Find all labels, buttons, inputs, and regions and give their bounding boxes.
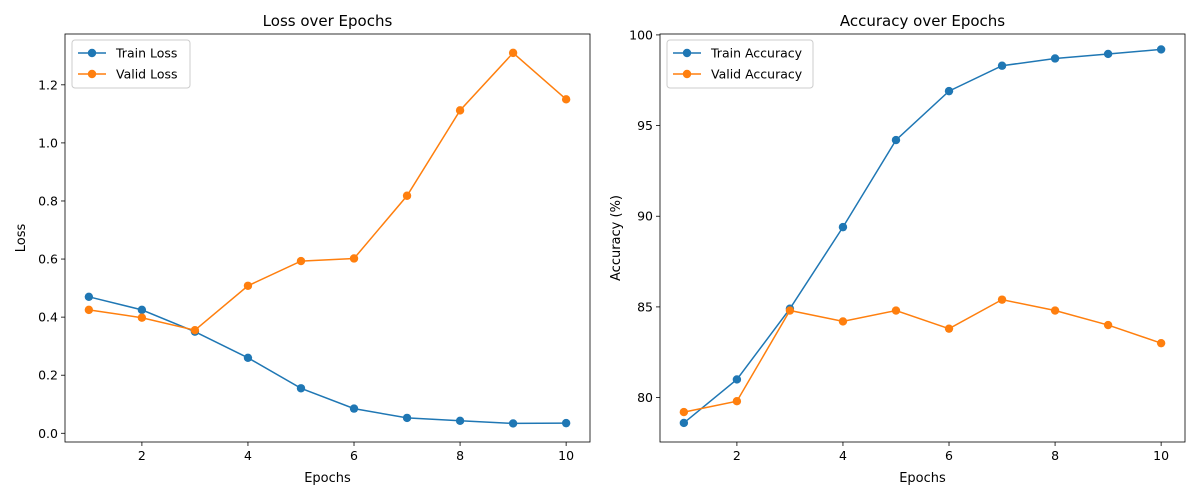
accuracy-legend-box: [666, 39, 814, 89]
loss-y-tick-label: 1.2: [38, 77, 58, 92]
accuracy-x-axis-label: Epochs: [899, 471, 946, 486]
valid-loss-point: [561, 95, 571, 104]
train-loss-point: [349, 404, 359, 413]
accuracy-chart-title: Accuracy over Epochs: [840, 12, 1005, 30]
train-loss-point: [137, 305, 147, 315]
loss-x-axis-label: Epochs: [304, 471, 351, 486]
loss-y-axis-label: Loss: [14, 224, 29, 253]
valid-accuracy-point: [1050, 306, 1060, 315]
valid-loss-point: [84, 305, 94, 315]
train-accuracy-point: [838, 222, 848, 232]
accuracy-plot-frame: [659, 33, 1186, 443]
valid-loss-point: [137, 313, 147, 322]
valid-accuracy-legend-label: Valid Accuracy: [711, 67, 803, 82]
valid-loss-point: [296, 256, 306, 266]
train-accuracy-point: [732, 375, 742, 384]
valid-loss-series-line: [88, 51, 567, 332]
valid-accuracy-series-line: [683, 298, 1162, 413]
valid-accuracy-point: [1103, 320, 1113, 330]
train-loss-point: [84, 292, 94, 302]
valid-accuracy-legend-marker: [682, 69, 692, 79]
train-accuracy-point: [1050, 54, 1060, 63]
accuracy-x-tick-label: 6: [945, 448, 953, 463]
train-loss-point: [561, 418, 571, 428]
valid-loss-point: [402, 191, 412, 200]
train-loss-point: [508, 419, 518, 428]
loss-chart-title: Loss over Epochs: [263, 12, 393, 30]
train-accuracy-point: [1103, 49, 1113, 59]
accuracy-y-tick-label: 85: [637, 299, 653, 314]
train-accuracy-point: [1156, 45, 1166, 54]
accuracy-x-tick-label: 8: [1051, 448, 1059, 463]
train-loss-point: [402, 413, 412, 423]
train-accuracy-point: [997, 61, 1007, 70]
train-accuracy-point: [891, 135, 901, 145]
train-loss-point: [243, 353, 253, 362]
accuracy-y-axis-label: Accuracy (%): [609, 195, 624, 281]
loss-x-tick-label: 8: [456, 448, 464, 463]
loss-y-tick-label: 0.2: [38, 368, 58, 383]
train-accuracy-legend-label: Train Accuracy: [710, 46, 803, 61]
loss-legend-box: [71, 39, 191, 89]
accuracy-x-tick-label: 2: [733, 448, 741, 463]
valid-accuracy-point: [997, 295, 1007, 304]
valid-accuracy-point: [679, 407, 689, 417]
loss-y-tick-label: 0.4: [38, 310, 58, 325]
loss-chart: Loss over Epochs 2 4 6 8 10 0.0 0.2 0.4 0.6 0.8 1.0…: [14, 12, 591, 486]
accuracy-y-tick-label: 100: [629, 27, 653, 42]
train-accuracy-series-line: [683, 48, 1162, 424]
train-accuracy-point: [944, 86, 954, 96]
valid-loss-point: [190, 325, 200, 335]
valid-loss-point: [455, 106, 465, 115]
train-loss-series-line: [88, 296, 567, 425]
accuracy-y-tick-label: 80: [637, 390, 653, 405]
valid-loss-point: [243, 281, 253, 290]
valid-accuracy-point: [891, 306, 901, 315]
valid-loss-legend-label: Valid Loss: [116, 67, 178, 82]
accuracy-chart: Accuracy over Epochs 2 4 6 8 10 80 85 90 95 100 Epo…: [609, 12, 1186, 486]
accuracy-y-tick-label: 95: [637, 118, 653, 133]
valid-accuracy-point: [732, 397, 742, 406]
valid-accuracy-point: [838, 317, 848, 326]
accuracy-x-tick-label: 4: [839, 448, 847, 463]
loss-x-tick-label: 10: [558, 448, 574, 463]
loss-x-tick-label: 6: [350, 448, 358, 463]
train-accuracy-point: [679, 418, 689, 428]
accuracy-y-tick-label: 90: [637, 209, 653, 224]
valid-loss-legend-marker: [87, 69, 97, 79]
accuracy-x-tick-label: 10: [1153, 448, 1169, 463]
valid-accuracy-point: [785, 306, 795, 315]
loss-y-tick-label: 0.6: [38, 252, 58, 267]
loss-y-tick-label: 0.8: [38, 193, 58, 208]
train-loss-legend-label: Train Loss: [115, 46, 177, 61]
valid-accuracy-point: [1156, 338, 1166, 348]
loss-x-tick-label: 2: [138, 448, 146, 463]
valid-loss-point: [349, 254, 359, 263]
train-loss-legend-marker: [87, 48, 97, 58]
loss-y-tick-label: 1.0: [38, 135, 58, 150]
loss-plot-frame: [64, 33, 591, 443]
train-accuracy-legend-marker: [682, 48, 692, 58]
train-loss-point: [455, 416, 465, 426]
train-loss-point: [296, 384, 306, 393]
valid-accuracy-point: [944, 324, 954, 333]
valid-loss-point: [508, 48, 518, 58]
loss-y-tick-label: 0.0: [38, 426, 58, 441]
loss-x-tick-label: 4: [244, 448, 252, 463]
